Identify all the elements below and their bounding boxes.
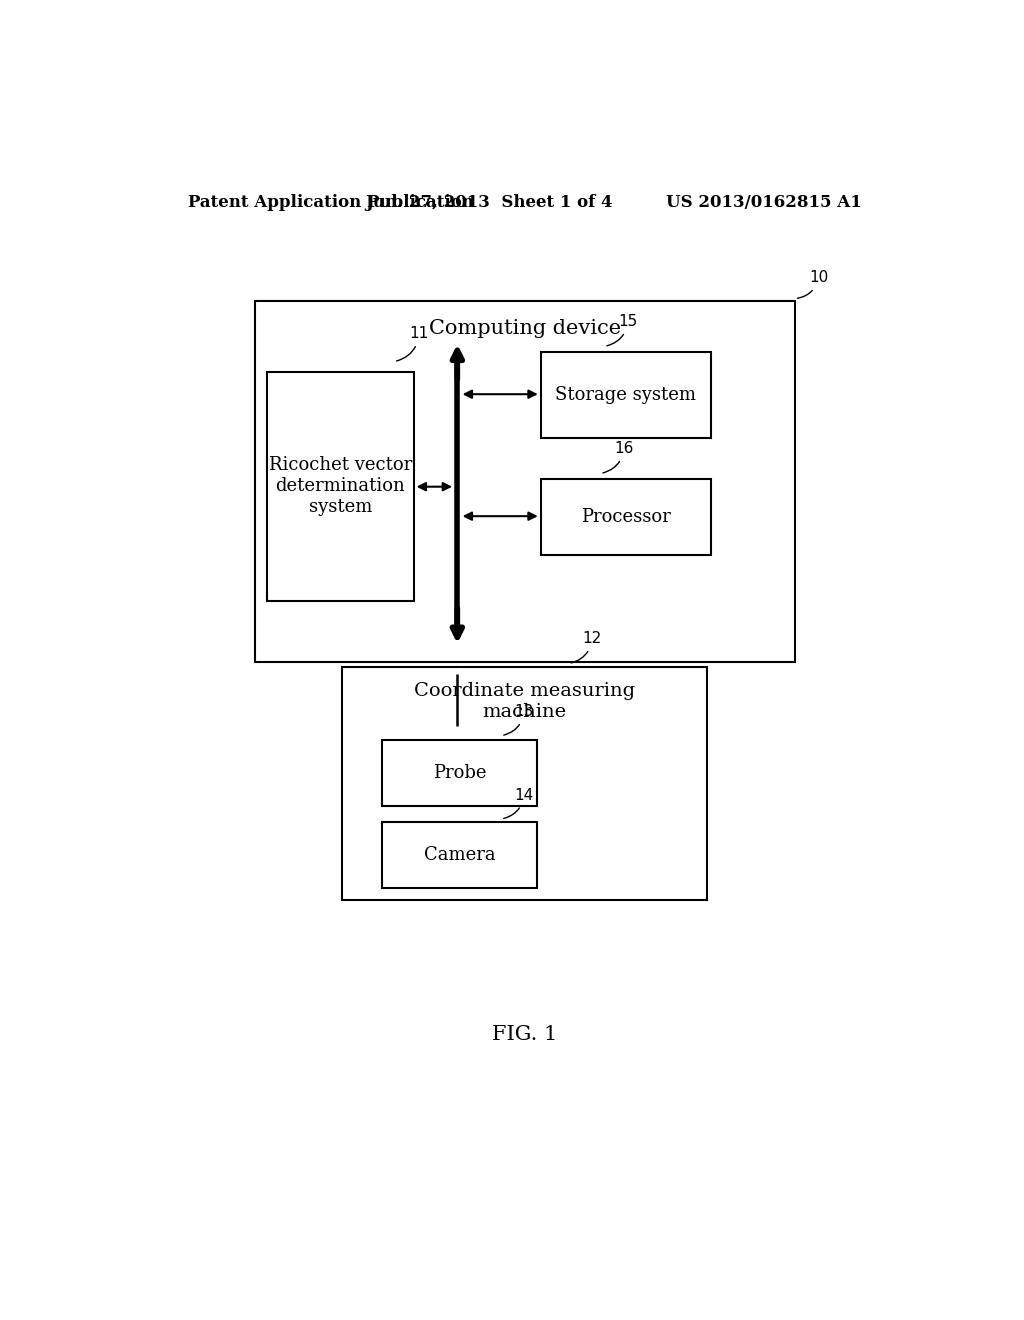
Text: 14: 14 <box>504 788 534 818</box>
Text: Computing device: Computing device <box>429 319 621 338</box>
Text: 15: 15 <box>607 314 638 346</box>
Text: US 2013/0162815 A1: US 2013/0162815 A1 <box>667 194 862 211</box>
Text: 11: 11 <box>396 326 429 360</box>
Bar <box>541 351 712 438</box>
Text: 12: 12 <box>571 631 602 663</box>
Bar <box>342 667 708 900</box>
Text: FIG. 1: FIG. 1 <box>493 1026 557 1044</box>
Text: Ricochet vector
determination
system: Ricochet vector determination system <box>268 457 412 516</box>
Bar <box>267 372 414 601</box>
Text: Jun. 27, 2013  Sheet 1 of 4: Jun. 27, 2013 Sheet 1 of 4 <box>366 194 612 211</box>
Text: Storage system: Storage system <box>555 385 696 404</box>
Text: Processor: Processor <box>581 508 671 525</box>
Text: Camera: Camera <box>424 846 496 865</box>
Text: Coordinate measuring
machine: Coordinate measuring machine <box>415 682 635 721</box>
Text: Probe: Probe <box>432 764 486 781</box>
Bar <box>382 739 537 805</box>
Bar <box>541 479 712 554</box>
Text: 10: 10 <box>798 271 828 298</box>
Bar <box>255 301 795 661</box>
Text: Patent Application Publication: Patent Application Publication <box>187 194 473 211</box>
Text: 16: 16 <box>603 441 634 473</box>
Bar <box>382 822 537 888</box>
Text: 13: 13 <box>504 705 534 735</box>
